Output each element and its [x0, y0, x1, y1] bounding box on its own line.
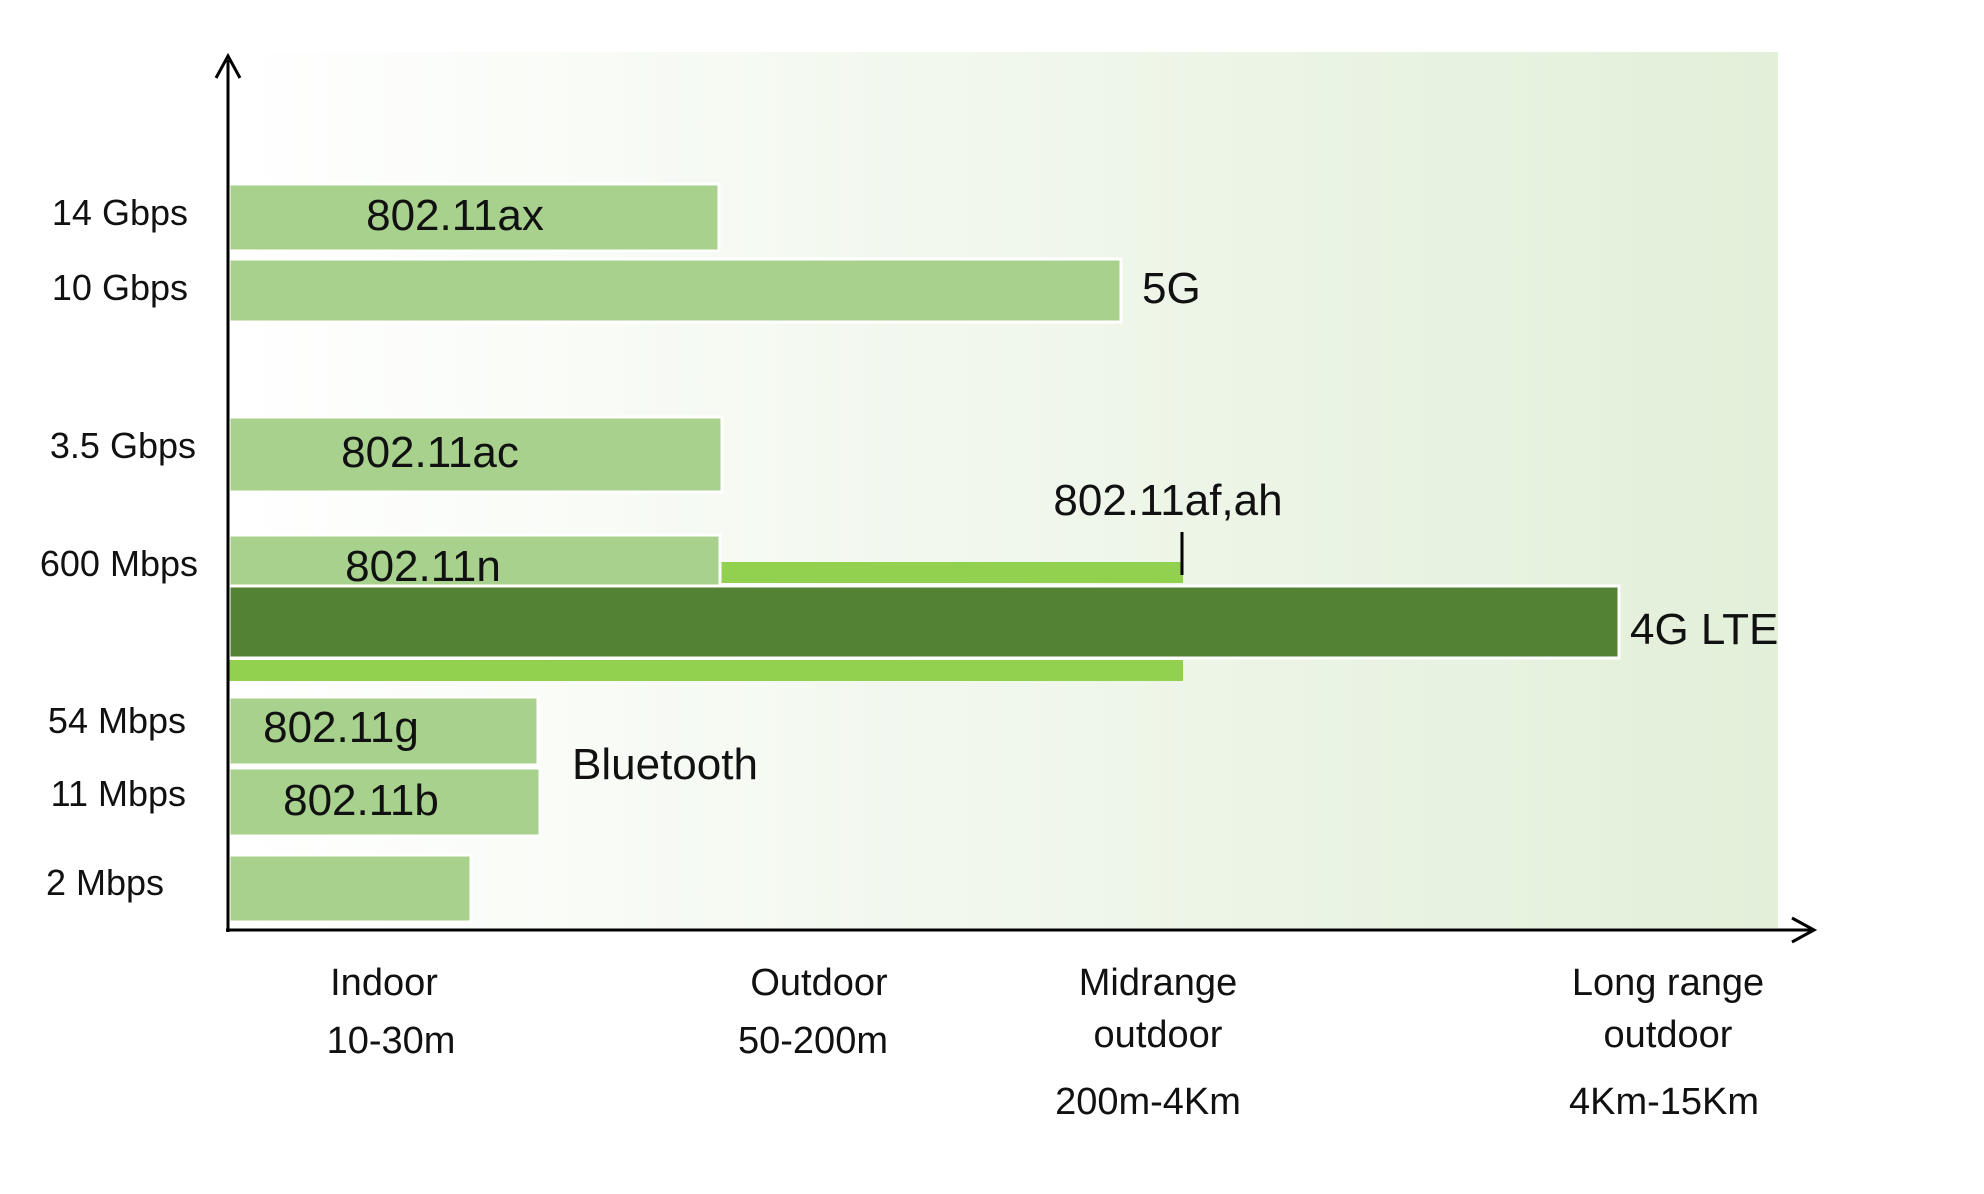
bar-802-11ac — [227, 415, 724, 494]
label-802-11g: 802.11g — [263, 703, 419, 752]
y-tick-label: 54 Mbps — [48, 700, 186, 741]
x-range-midrange-distance: 200m-4Km — [1055, 1081, 1241, 1123]
bar-4g-lte — [227, 584, 1621, 660]
label-5g: 5G — [1142, 264, 1201, 313]
x-range-indoor-line1: Indoor — [330, 962, 438, 1004]
x-range-midrange-line1: Midrange — [1079, 962, 1237, 1004]
x-axis-arrowhead — [1791, 916, 1818, 944]
x-range-longrange-distance: 4Km-15Km — [1569, 1081, 1759, 1123]
label-802-11b: 802.11b — [283, 776, 439, 825]
x-range-outdoor-distance: 50-200m — [738, 1020, 888, 1062]
y-tick-label: 600 Mbps — [40, 543, 198, 584]
bar-5g — [227, 257, 1123, 324]
label-802-11af-ah: 802.11af,ah — [1053, 476, 1282, 525]
y-tick-label: 14 Gbps — [52, 192, 188, 233]
x-range-indoor-distance: 10-30m — [327, 1020, 456, 1062]
x-range-longrange-line2: outdoor — [1604, 1014, 1733, 1056]
bar-802-11af-ah-upper — [719, 562, 1183, 583]
bar-802-11ax — [227, 182, 721, 253]
label-802-11ax: 802.11ax — [366, 191, 544, 240]
bar-802-11af-ah-lower — [229, 660, 1183, 681]
y-tick-label: 3.5 Gbps — [50, 425, 196, 466]
x-range-midrange-line2: outdoor — [1094, 1014, 1223, 1056]
y-tick-label: 10 Gbps — [52, 267, 188, 308]
label-802-11ac: 802.11ac — [341, 428, 519, 477]
label-4g-lte: 4G LTE — [1630, 605, 1778, 654]
y-tick-label: 2 Mbps — [46, 862, 164, 903]
bar-802-11b — [227, 766, 542, 838]
x-range-longrange-line1: Long range — [1572, 962, 1764, 1004]
y-axis-arrowhead — [214, 52, 242, 79]
label-802-11n: 802.11n — [345, 542, 501, 591]
bar-2-mbps — [227, 853, 473, 924]
bar-802-11g — [227, 695, 540, 767]
y-tick-label: 11 Mbps — [51, 773, 186, 814]
x-range-outdoor-line1: Outdoor — [750, 962, 888, 1004]
label-bluetooth: Bluetooth — [572, 740, 758, 789]
